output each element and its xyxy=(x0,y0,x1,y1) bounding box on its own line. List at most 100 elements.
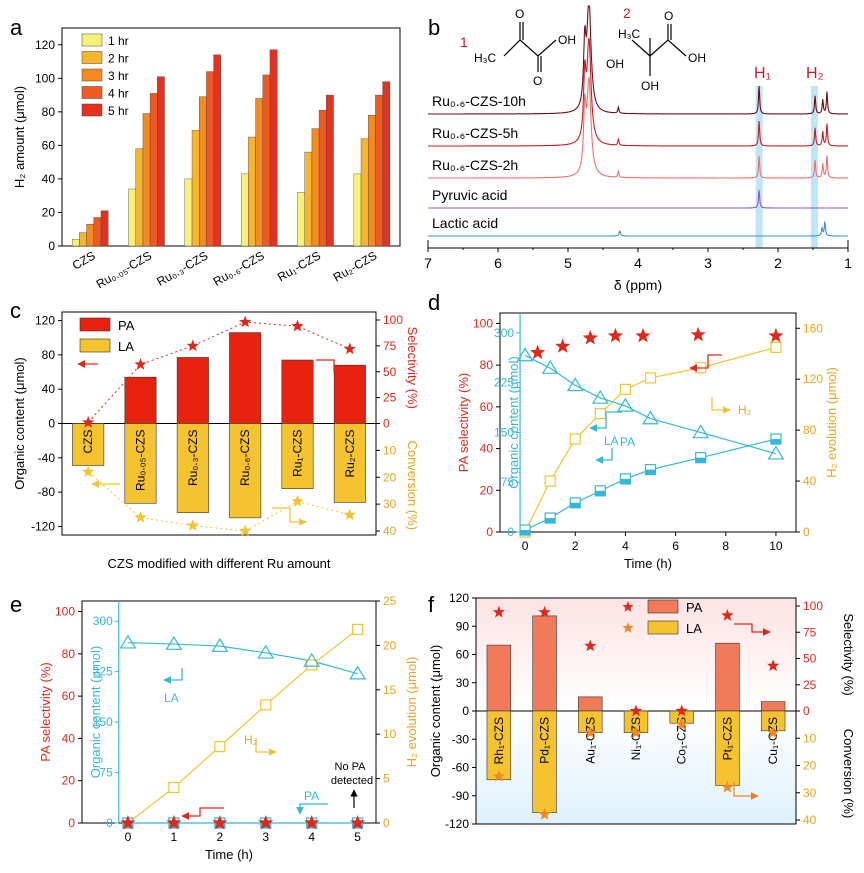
bond-line xyxy=(631,39,651,57)
bar xyxy=(100,210,109,247)
y2-axis-label: Organic content (μmol) xyxy=(506,356,521,488)
chart-f: -120 -90 -60 -30 0 30 60 90 120 Organic content (… xyxy=(428,591,856,831)
right-tick-label: 30 xyxy=(803,786,817,800)
right-tick-label: 75 xyxy=(803,625,817,639)
y-tick-label: 0 xyxy=(486,525,493,539)
y-tick-label: -40 xyxy=(38,451,56,465)
legend-swatch xyxy=(81,86,103,99)
annotation: No PA xyxy=(335,761,367,773)
y-tick-label: 60 xyxy=(456,648,470,662)
right-axis-label-bottom: Conversion (%) xyxy=(405,440,420,530)
h2-marker xyxy=(594,407,606,420)
bar-pa xyxy=(333,364,366,424)
bar xyxy=(269,49,278,247)
la-marker xyxy=(516,347,534,362)
y-tick-label: 80 xyxy=(42,105,56,119)
right-axis-label-top: Selectivity (%) xyxy=(405,327,420,409)
bar xyxy=(360,138,369,247)
bar xyxy=(311,128,320,247)
bar xyxy=(128,188,136,247)
atom-label: O xyxy=(533,74,542,88)
y-tick-label: 100 xyxy=(473,316,493,330)
pa-marker xyxy=(544,512,556,524)
right-tick-label: 25 xyxy=(383,594,397,608)
right-tick-label: 25 xyxy=(383,391,397,405)
x-tick-label: 5 xyxy=(564,255,572,271)
legend-label: PA xyxy=(686,600,703,615)
conversion-star xyxy=(584,726,597,739)
pa-marker xyxy=(519,524,531,536)
label-la: LA xyxy=(604,434,619,448)
category-label: Ru₀.₀₅-CZS xyxy=(134,430,148,491)
la-marker xyxy=(692,424,710,439)
right-tick-label: 20 xyxy=(383,470,397,484)
arrow-h2 xyxy=(711,397,731,414)
category-label: Pt₁-CZS xyxy=(720,717,734,760)
y-tick-label: -120 xyxy=(31,519,55,533)
pa-marker xyxy=(569,497,581,509)
h2-marker xyxy=(260,699,272,711)
bar xyxy=(382,81,391,247)
y-tick-label: -30 xyxy=(452,732,470,746)
y-tick-label: 80 xyxy=(480,358,494,372)
pa-marker-fill xyxy=(520,530,531,536)
right-tick-label: 15 xyxy=(383,683,397,697)
x-axis-label: CZS modified with different Ru amount xyxy=(107,556,330,571)
pa-marker-fill xyxy=(595,490,606,496)
bar xyxy=(304,151,313,247)
bar-la xyxy=(281,423,314,489)
y-tick-label: 40 xyxy=(480,442,494,456)
y-tick-label: 80 xyxy=(62,647,76,661)
right-tick-label: 40 xyxy=(383,524,397,538)
atom-label: O xyxy=(515,7,524,21)
bar xyxy=(240,173,249,247)
legend-swatch xyxy=(81,33,103,47)
atom-label: OH xyxy=(606,57,624,71)
arrow-red xyxy=(689,354,722,372)
x-tick-label: 2 xyxy=(774,255,782,271)
arrow-la xyxy=(163,668,183,684)
legend-star-pa xyxy=(622,601,634,612)
compound-number: 2 xyxy=(623,5,631,21)
bar-la xyxy=(486,710,512,781)
right-tick-label: 100 xyxy=(383,313,403,327)
y2-tick-label: 0 xyxy=(106,816,113,830)
legend-swatch xyxy=(647,620,679,635)
h2-marker xyxy=(569,433,581,445)
right-tick-label: 75 xyxy=(383,339,397,353)
category-label: Ru₂-CZS xyxy=(343,430,357,478)
panel-label-c: c xyxy=(10,298,21,323)
la-marker xyxy=(767,445,785,460)
bar-pa xyxy=(578,696,603,712)
right-tick-label: 40 xyxy=(803,474,817,488)
pa-marker-fill xyxy=(545,518,556,524)
y2-tick-label: 75 xyxy=(99,766,113,780)
chart-e: 0 1 2 3 4 5 Time (h) 0 20 40 60 80 100 0 75 150 225 300 0 5… xyxy=(38,594,419,862)
x-axis-label: Time (h) xyxy=(205,847,253,862)
chart-b: 7 6 5 4 3 2 1 δ (ppm) Ru₀.₆-CZS-10h Ru₀.₆-CZS-5h R… xyxy=(424,5,852,293)
selectivity-star xyxy=(584,639,597,652)
y-tick-label: 100 xyxy=(35,71,55,85)
x-tick-label: 1 xyxy=(844,255,852,271)
bar xyxy=(199,96,207,247)
selectivity-star xyxy=(166,815,182,830)
peak-label-h1: H₁ xyxy=(754,65,771,82)
x-tick-label: 7 xyxy=(424,255,432,271)
bar xyxy=(135,148,144,247)
x-axis-label: Time (h) xyxy=(624,556,672,571)
label-pa: PA xyxy=(620,435,635,449)
la-marker xyxy=(591,389,609,404)
right-tick-label: 160 xyxy=(803,321,823,335)
selectivity-star xyxy=(767,659,780,672)
selectivity-star xyxy=(343,342,356,355)
category-label: Ru₁-CZS xyxy=(291,430,305,477)
category-label: Ni₁-CZS xyxy=(629,717,643,760)
right-tick-label: 25 xyxy=(803,678,817,692)
x-tick-label: 10 xyxy=(769,539,783,553)
right-tick-label: 10 xyxy=(383,443,397,457)
la-marker xyxy=(303,652,321,667)
panel-label-d: d xyxy=(428,290,440,315)
legend-label: 3 hr xyxy=(108,69,129,83)
legend-label: 5 hr xyxy=(108,104,129,118)
